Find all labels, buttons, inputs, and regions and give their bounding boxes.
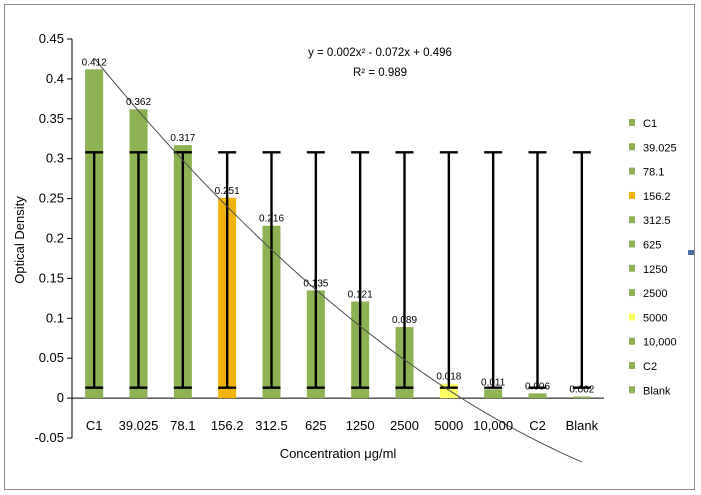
r-squared-label: R² = 0.989 [353, 67, 407, 79]
x-tick-label: 312.5 [255, 418, 288, 433]
data-label-9: 0.018 [436, 372, 461, 383]
legend-swatch-10 [629, 337, 635, 345]
data-label-12: 0.002 [569, 385, 594, 396]
trendline-equation: y = 0.002x² - 0.072x + 0.496 [308, 47, 452, 59]
x-axis-title: Concentration μg/ml [280, 446, 397, 461]
bar-10 [484, 389, 503, 399]
data-label-4: 0.251 [215, 186, 240, 197]
data-label-10: 0.011 [481, 377, 506, 388]
legend-entry-4: 156.2 [643, 191, 671, 203]
legend-entry-6: 625 [643, 240, 661, 252]
y-axis-title: Optical Density [12, 196, 27, 284]
legend-entry-1: C1 [643, 118, 657, 130]
x-tick-label: 5000 [434, 418, 463, 433]
y-tick-label: 0.35 [39, 111, 64, 126]
legend-swatch-8 [629, 289, 635, 297]
y-tick-label: 0.25 [39, 191, 64, 206]
data-labels: 0.412 0.362 0.317 0.251 0.216 0.135 0.121 0.089… [82, 57, 595, 395]
data-label-7: 0.121 [348, 290, 373, 301]
legend-entry-11: C2 [643, 361, 657, 373]
legend-entry-2: 39.025 [643, 142, 677, 154]
y-axis-ticks: 0.45 0.4 0.35 0.3 0.25 0.2 0.15 0.1 0.05 0 -0.05 [34, 31, 72, 445]
x-tick-label: 2500 [390, 418, 419, 433]
legend-entry-9: 5000 [643, 312, 667, 324]
y-tick-label: 0.2 [46, 231, 64, 246]
legend-swatch-9 [629, 313, 635, 321]
legend-swatch-1 [629, 119, 635, 126]
y-tick-label: -0.05 [34, 430, 64, 445]
x-axis-ticks: C1 39.025 78.1 156.2 312.5 625 1250 2500 5000 10,… [86, 418, 599, 433]
bar-series [85, 69, 591, 399]
bar-12 [572, 396, 591, 399]
x-tick-label: 10,000 [473, 418, 513, 433]
x-tick-label: 1250 [346, 418, 375, 433]
chart-frame [4, 4, 695, 490]
x-tick-label: 625 [305, 418, 327, 433]
legend-entry-10: 10,000 [643, 337, 677, 349]
x-tick-label: C1 [86, 418, 103, 433]
legend-swatch-7 [629, 264, 635, 272]
x-tick-label: 78.1 [170, 418, 195, 433]
x-tick-label: 39.025 [119, 418, 159, 433]
data-label-1: 0.412 [82, 57, 107, 68]
legend-swatch-2 [629, 143, 635, 151]
legend-swatch-6 [629, 240, 635, 248]
legend-entry-5: 312.5 [643, 215, 671, 227]
data-label-6: 0.135 [303, 278, 328, 289]
y-tick-label: 0.15 [39, 270, 64, 285]
trendline [93, 57, 582, 463]
y-tick-label: 0.4 [46, 71, 64, 86]
y-tick-label: 0.05 [39, 350, 64, 365]
y-tick-label: 0 [57, 390, 64, 405]
data-label-3: 0.317 [170, 133, 195, 144]
legend: C1 39.025 78.1 156.2 312.5 625 1250 2500 5000 10,… [629, 118, 677, 397]
legend-swatch-5 [629, 216, 635, 224]
legend-entry-7: 1250 [643, 264, 667, 276]
resize-handle[interactable] [688, 250, 694, 255]
data-label-8: 0.089 [392, 315, 417, 326]
data-label-11: 0.006 [525, 381, 550, 392]
legend-entry-3: 78.1 [643, 167, 664, 179]
legend-swatch-4 [629, 191, 635, 199]
legend-swatch-11 [629, 362, 635, 369]
bar-11 [528, 393, 547, 399]
legend-entry-8: 2500 [643, 288, 667, 300]
x-tick-label: 156.2 [211, 418, 244, 433]
y-tick-label: 0.1 [46, 310, 64, 325]
data-label-5: 0.216 [259, 214, 284, 225]
error-bars [85, 151, 591, 389]
x-tick-label: C2 [529, 418, 546, 433]
legend-swatch-12 [629, 386, 635, 394]
legend-swatch-3 [629, 167, 635, 175]
x-tick-label: Blank [566, 418, 599, 433]
y-tick-label: 0.45 [39, 31, 64, 46]
data-label-2: 0.362 [126, 97, 151, 108]
y-tick-label: 0.3 [46, 151, 64, 166]
legend-entry-12: Blank [643, 385, 671, 397]
